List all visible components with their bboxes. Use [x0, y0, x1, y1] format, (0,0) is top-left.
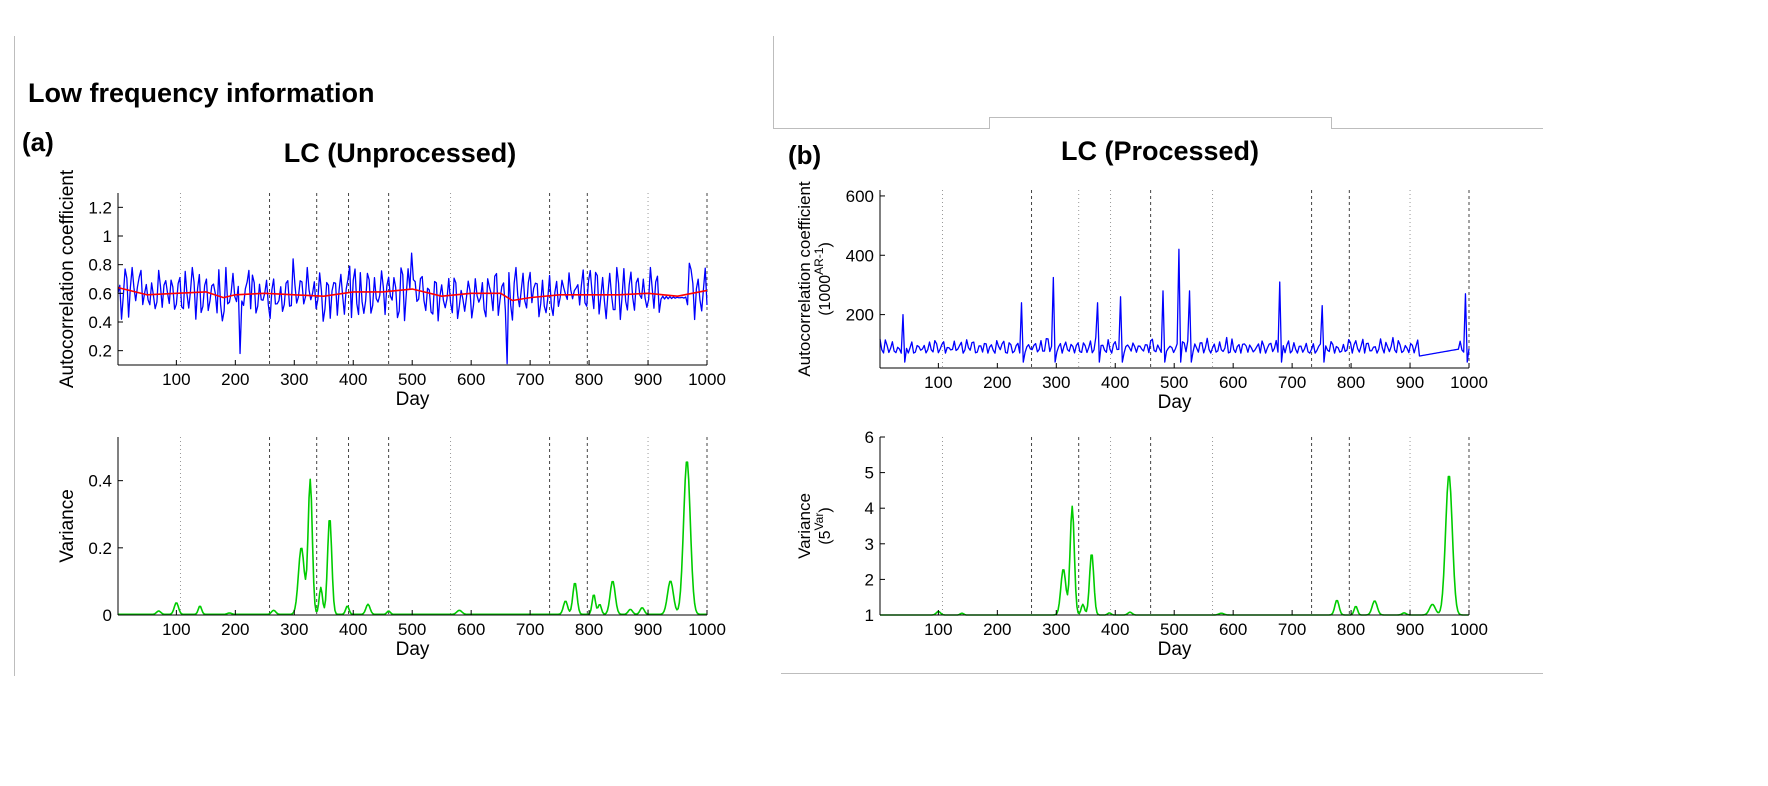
- xtick-label-b-ar-400: 400: [1101, 373, 1129, 392]
- ytick-label-b-var-1: 2: [865, 570, 874, 589]
- xtick-label-b-ar-800: 800: [1337, 373, 1365, 392]
- xtick-label-a-var-100: 100: [162, 620, 190, 639]
- xtick-label-a-var-1000: 1000: [688, 620, 726, 639]
- xtick-label-a-var-700: 700: [516, 620, 544, 639]
- xtick-label-a-ar-300: 300: [280, 370, 308, 389]
- xtick-label-a-var-200: 200: [221, 620, 249, 639]
- ylabel-b-ar: Autocorrelation coefficient: [795, 181, 814, 377]
- ylabel-sup-b-var: Var: [812, 513, 826, 531]
- ytick-label-b-ar-2: 600: [846, 187, 874, 206]
- ytick-label-b-var-0: 1: [865, 606, 874, 625]
- ytick-label-a-var-0: 0: [103, 606, 112, 625]
- xtick-label-b-var-900: 900: [1396, 620, 1424, 639]
- ytick-label-a-ar-1: 0.4: [88, 313, 112, 332]
- xtick-label-a-ar-600: 600: [457, 370, 485, 389]
- xlabel-a-ar: Day: [396, 389, 430, 410]
- xtick-label-b-ar-700: 700: [1278, 373, 1306, 392]
- panel-b-title: LC (Processed): [1060, 136, 1260, 166]
- xtick-label-b-ar-900: 900: [1396, 373, 1424, 392]
- divider-step-2: [989, 117, 990, 129]
- ytick-label-b-ar-1: 400: [846, 246, 874, 265]
- xtick-label-a-ar-200: 200: [221, 370, 249, 389]
- xtick-label-b-var-400: 400: [1101, 620, 1129, 639]
- series-b-ar-0: [879, 248, 1470, 363]
- xtick-label-b-ar-100: 100: [924, 373, 952, 392]
- ytick-label-b-ar-0: 200: [846, 306, 874, 325]
- xtick-label-b-var-500: 500: [1160, 620, 1188, 639]
- series-a-var-0: [118, 461, 707, 616]
- ytick-label-b-var-2: 3: [865, 535, 874, 554]
- xtick-label-a-ar-1000: 1000: [688, 370, 726, 389]
- ytick-label-a-ar-4: 1: [103, 227, 112, 246]
- series-a-ar-0: [117, 252, 708, 365]
- left-border: [14, 36, 15, 676]
- xlabel-b-ar: Day: [1158, 392, 1192, 413]
- ylabel-a-var: Variance: [57, 489, 78, 563]
- bottom-rule: [781, 673, 1543, 674]
- ytick-label-b-var-4: 5: [865, 464, 874, 483]
- xlabel-a-var: Day: [396, 639, 430, 660]
- xtick-label-a-var-800: 800: [575, 620, 603, 639]
- panel-a-label: (a): [22, 127, 54, 157]
- ytick-label-a-var-1: 0.2: [88, 539, 112, 558]
- xtick-label-a-ar-500: 500: [398, 370, 426, 389]
- xtick-label-a-ar-100: 100: [162, 370, 190, 389]
- ytick-label-a-ar-2: 0.6: [88, 284, 112, 303]
- ytick-label-b-var-5: 6: [865, 428, 874, 447]
- xtick-label-b-ar-600: 600: [1219, 373, 1247, 392]
- series-b-var-0: [880, 475, 1469, 616]
- page-heading: Low frequency information: [28, 78, 375, 108]
- xtick-label-a-var-900: 900: [634, 620, 662, 639]
- xtick-label-b-var-100: 100: [924, 620, 952, 639]
- xtick-label-b-var-1000: 1000: [1450, 620, 1488, 639]
- ylabel-b-var: Variance: [795, 493, 814, 559]
- divider-step-3: [989, 117, 1331, 118]
- xtick-label-a-var-600: 600: [457, 620, 485, 639]
- xtick-label-b-var-700: 700: [1278, 620, 1306, 639]
- ylabel-sup-b-ar: AR-1: [812, 247, 826, 275]
- xtick-label-b-var-300: 300: [1042, 620, 1070, 639]
- xtick-label-b-var-600: 600: [1219, 620, 1247, 639]
- xtick-label-b-ar-200: 200: [983, 373, 1011, 392]
- xtick-label-a-var-400: 400: [339, 620, 367, 639]
- divider-step-4: [1331, 117, 1332, 129]
- ylabel-sub-b-ar: (1000AR-1): [812, 242, 834, 316]
- xtick-label-a-var-300: 300: [280, 620, 308, 639]
- xtick-label-a-ar-900: 900: [634, 370, 662, 389]
- ylabel-a-ar: Autocorrelation coefficient: [57, 169, 78, 388]
- ytick-label-a-var-2: 0.4: [88, 472, 112, 491]
- xtick-label-a-var-500: 500: [398, 620, 426, 639]
- xtick-label-a-ar-800: 800: [575, 370, 603, 389]
- xtick-label-b-ar-500: 500: [1160, 373, 1188, 392]
- chart-b-var: 100 200 300 400 500 600 700 800 900 1000 1 2 3 4 5 6 Day…: [795, 428, 1488, 660]
- series-a-ar-1: [117, 286, 708, 302]
- panel-b-label: (b): [788, 140, 822, 170]
- ytick-label-a-ar-0: 0.2: [88, 342, 112, 361]
- divider-vertical: [773, 36, 774, 128]
- panel-a-title: LC (Unprocessed): [283, 138, 517, 168]
- ytick-label-a-ar-5: 1.2: [88, 198, 112, 217]
- ytick-label-b-var-3: 4: [865, 499, 874, 518]
- xlabel-b-var: Day: [1158, 639, 1192, 660]
- ylabel-sub-b-var: (5Var): [812, 507, 834, 544]
- chart-a-ar: 100 200 300 400 500 600 700 800 900 1000 0.2 0.4 0.6…: [57, 169, 726, 410]
- ylabel-close-b-ar: ): [817, 242, 834, 247]
- chart-b-ar: 100 200 300 400 500 600 700 800 900 1000 200 400 600…: [795, 181, 1488, 413]
- ylabel-base-b-var: (5: [817, 530, 834, 544]
- ylabel-close-b-var: ): [817, 507, 834, 512]
- chart-a-var: 100 200 300 400 500 600 700 800 900 1000 0 0.2 0.4 Da…: [57, 437, 726, 660]
- xtick-label-a-ar-700: 700: [516, 370, 544, 389]
- ytick-label-a-ar-3: 0.8: [88, 256, 112, 275]
- ylabel-base-b-ar: (1000: [817, 275, 834, 316]
- divider-step-5: [1331, 128, 1543, 129]
- xtick-label-a-ar-400: 400: [339, 370, 367, 389]
- xtick-label-b-ar-1000: 1000: [1450, 373, 1488, 392]
- divider-step-1: [773, 128, 989, 129]
- xtick-label-b-var-200: 200: [983, 620, 1011, 639]
- xtick-label-b-ar-300: 300: [1042, 373, 1070, 392]
- xtick-label-b-var-800: 800: [1337, 620, 1365, 639]
